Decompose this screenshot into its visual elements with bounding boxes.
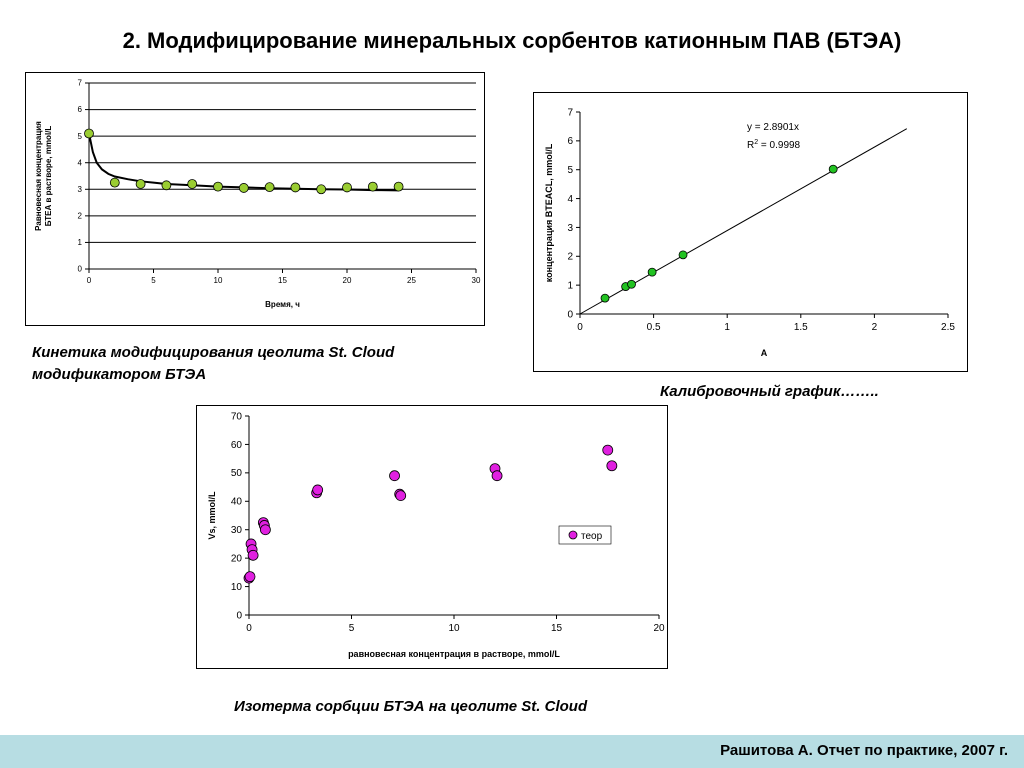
data-point [187, 179, 198, 189]
footer-bar: Рашитова А. Отчет по практике, 2007 г. [0, 735, 1024, 768]
data-point [247, 549, 259, 561]
x-tick-label: 2.5 [941, 322, 955, 333]
x-tick-label: 1.5 [794, 322, 808, 333]
x-axis-label: A [761, 348, 768, 358]
x-tick-label: 2 [872, 322, 878, 333]
y-axis-label-line: БТЕА в растворе, mmol/L [44, 126, 53, 227]
y-axis-label: Равновесная концентрацияБТЕА в растворе,… [34, 121, 53, 231]
data-point [260, 524, 271, 536]
data-point [602, 444, 614, 456]
data-point [264, 182, 275, 193]
x-tick-label: 10 [448, 623, 460, 634]
r-squared-prefix: R [747, 140, 754, 151]
y-tick-label: 2 [567, 252, 573, 263]
isotherm-chart-svg: 0 10 20 30 40 50 60 70 0 5 10 15 20 равновесная конце… [207, 411, 665, 659]
kinetics-caption: Кинетика модифицирования цеолита St. Clo… [32, 344, 395, 383]
x-tick-label: 0.5 [647, 322, 661, 333]
isotherm-chart: 0 10 20 30 40 50 60 70 0 5 10 15 20 равновесная конце… [196, 405, 668, 669]
y-tick-label: 6 [567, 136, 573, 147]
y-tick-label: 4 [567, 194, 573, 205]
x-tick-label: 30 [472, 276, 481, 285]
trend-line [88, 133, 399, 192]
x-tick-label: 0 [577, 322, 583, 333]
y-tick-label: 3 [78, 185, 83, 194]
data-point [290, 182, 301, 193]
legend-box [558, 525, 612, 545]
x-tick-label: 0 [87, 276, 92, 285]
data-point [389, 470, 400, 482]
slide-title: 2. Модифицирование минеральных сорбентов… [122, 28, 902, 53]
data-point [161, 180, 172, 191]
x-tick-label: 25 [407, 276, 416, 285]
data-point [244, 571, 256, 583]
legend-marker [568, 530, 578, 540]
r-squared-label: R2 = 0.9998 [747, 139, 801, 151]
data-point [342, 182, 352, 193]
y-tick-label: 0 [236, 610, 242, 621]
kinetics-chart-svg: 0 1 2 3 4 5 6 7 0 5 10 15 20 25 30 Время, ч Равновесная … [34, 79, 481, 309]
data-point [606, 460, 618, 472]
data-point [393, 181, 404, 192]
y-tick-label: 1 [78, 238, 83, 247]
y-tick-label: 1 [567, 280, 573, 291]
x-tick-label: 20 [653, 623, 665, 634]
x-tick-label: 5 [349, 623, 355, 634]
data-point [109, 177, 120, 188]
trend-equation: y = 2.8901x [747, 122, 799, 133]
y-tick-label: 10 [231, 582, 243, 593]
y-tick-label: 0 [567, 309, 573, 320]
legend-label: теор [581, 531, 603, 542]
y-axis-label-line: Равновесная концентрация [34, 121, 43, 231]
isotherm-caption: Изотерма сорбции БТЭА на цеолите St. Clo… [234, 698, 588, 715]
y-tick-label: 60 [231, 440, 243, 451]
r-squared-value: = 0.9998 [758, 140, 800, 151]
y-tick-label: 50 [231, 468, 243, 479]
data-point [84, 128, 94, 139]
x-tick-label: 5 [151, 276, 156, 285]
x-tick-label: 0 [246, 623, 252, 634]
y-tick-label: 0 [78, 265, 83, 274]
data-point [395, 490, 407, 501]
data-point [367, 181, 378, 192]
x-tick-label: 20 [343, 276, 352, 285]
footer-text: Рашитова А. Отчет по практике, 2007 г. [720, 742, 1008, 759]
y-tick-label: 7 [78, 79, 83, 88]
x-tick-label: 1 [724, 322, 730, 333]
y-tick-label: 3 [567, 223, 573, 234]
x-tick-label: 10 [214, 276, 223, 285]
y-tick-label: 5 [78, 132, 83, 141]
data-point [828, 164, 838, 174]
data-point [600, 293, 610, 303]
x-tick-label: 15 [551, 623, 563, 634]
y-tick-label: 7 [567, 107, 573, 118]
r-squared-superscript: 2 [754, 139, 758, 146]
y-axis-label: концентрация BTEACL, mmol/L [544, 143, 554, 282]
x-axis-label: Время, ч [265, 300, 300, 309]
data-point [135, 179, 146, 189]
data-point [647, 267, 657, 277]
y-tick-label: 5 [567, 165, 573, 176]
data-point [238, 183, 249, 193]
legend: теор [558, 525, 612, 545]
calibration-caption: Калибровочный график…….. [660, 383, 879, 400]
x-axis-label: равновесная концентрация в растворе, mmo… [348, 649, 560, 659]
data-point [678, 250, 688, 260]
data-point [316, 184, 327, 195]
data-point [312, 484, 324, 496]
y-axis-label: Vs, mmol/L [207, 491, 217, 540]
x-tick-label: 15 [278, 276, 287, 285]
data-point [627, 279, 636, 289]
y-tick-label: 30 [231, 525, 243, 536]
y-tick-label: 2 [78, 212, 83, 221]
y-tick-label: 6 [78, 105, 83, 114]
data-point [491, 470, 503, 482]
y-tick-label: 4 [78, 158, 83, 167]
kinetics-chart: 0 1 2 3 4 5 6 7 0 5 10 15 20 25 30 Время, ч Равновесная … [25, 72, 485, 326]
y-tick-label: 20 [231, 553, 243, 564]
y-tick-label: 40 [231, 497, 243, 508]
y-tick-label: 70 [231, 411, 243, 422]
data-point [213, 181, 223, 192]
